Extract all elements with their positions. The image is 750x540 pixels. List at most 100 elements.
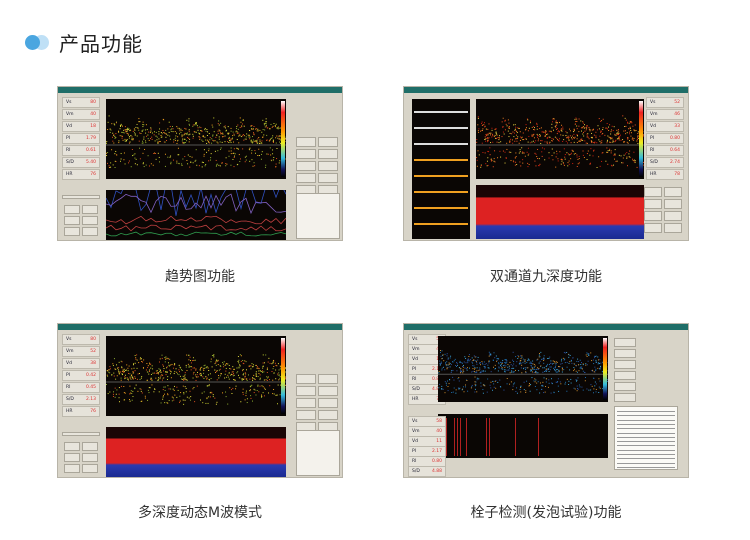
toolbar-button[interactable] <box>296 161 316 171</box>
toolbar-button[interactable] <box>614 382 636 391</box>
param-label: S/D <box>412 387 420 392</box>
toolbar-button[interactable] <box>82 205 98 214</box>
toolbar-button[interactable] <box>64 453 80 462</box>
emboli-event-table[interactable] <box>614 406 678 470</box>
toolbar-button[interactable] <box>64 442 80 451</box>
param-value: 5.40 <box>85 160 96 165</box>
param-vm: Vm 52 <box>62 346 100 357</box>
toolbar-button[interactable] <box>318 374 338 384</box>
toolbar-button[interactable] <box>296 149 316 159</box>
toolbar-button[interactable] <box>82 227 98 236</box>
toolbar-button[interactable] <box>64 227 80 236</box>
toolbar-button[interactable] <box>318 386 338 396</box>
toolbar-button[interactable] <box>318 410 338 420</box>
param-vm: Vm 40 <box>62 109 100 120</box>
toolbar-button[interactable] <box>664 187 682 197</box>
depth-trace <box>414 175 468 177</box>
param-label: Vm <box>412 429 420 434</box>
toolbar-button[interactable] <box>64 464 80 473</box>
toolbar-button[interactable] <box>318 149 338 159</box>
param-hr: HR 78 <box>646 169 684 180</box>
param-label: S/D <box>66 160 74 165</box>
toolbar-button[interactable] <box>644 223 662 233</box>
title-bar <box>404 324 688 330</box>
param-label: Vs <box>66 337 72 342</box>
color-scale-bar <box>281 101 285 177</box>
toolbar-button[interactable] <box>614 338 636 347</box>
toolbar-button[interactable] <box>82 464 98 473</box>
param-label: Vs <box>412 337 418 342</box>
color-scale-bar <box>639 101 643 177</box>
toolbar-button[interactable] <box>296 398 316 408</box>
doppler-spectrum <box>438 336 609 402</box>
screenshot-m-mode: Vs 80 Vm 52 Vd 38 PI 0.42 RI 0.45 S/D 2.13 HR 76 <box>57 323 343 478</box>
toolbar-button[interactable] <box>664 223 682 233</box>
toolbar-button[interactable] <box>644 199 662 209</box>
toolbar-button[interactable] <box>296 173 316 183</box>
toolbar-button[interactable] <box>296 374 316 384</box>
param-hr: HR 76 <box>62 406 100 417</box>
toolbar-button[interactable] <box>614 349 636 358</box>
table-row <box>617 454 675 455</box>
table-row <box>617 423 675 425</box>
toolbar-button[interactable] <box>318 137 338 147</box>
param-value: 58 <box>436 419 442 424</box>
trend-line <box>105 215 287 225</box>
doppler-waveform <box>106 354 287 405</box>
emboli-marker <box>538 418 539 456</box>
toolbar-button[interactable] <box>614 360 636 369</box>
param-label: Vm <box>412 347 420 352</box>
depth-slider[interactable] <box>62 432 100 436</box>
doppler-waveform <box>106 115 287 168</box>
table-row <box>617 445 675 447</box>
param-label: Vm <box>66 349 74 354</box>
toolbar-button[interactable] <box>614 371 636 380</box>
doppler-spectrum <box>106 99 287 179</box>
table-row <box>617 428 675 430</box>
depth-trace <box>414 159 468 161</box>
toolbar-button[interactable] <box>644 187 662 197</box>
trend-chart <box>105 181 287 240</box>
toolbar-button[interactable] <box>318 161 338 171</box>
title-bar <box>58 324 342 330</box>
param-label: Vd <box>412 439 418 444</box>
toolbar-button[interactable] <box>82 453 98 462</box>
depth-slider[interactable] <box>62 195 100 199</box>
param-value: 1.79 <box>85 136 96 141</box>
toolbar-button[interactable] <box>664 211 682 221</box>
param-value: 38 <box>90 361 96 366</box>
param-value: 0.45 <box>85 385 96 390</box>
toolbar-button[interactable] <box>296 386 316 396</box>
toolbar-button[interactable] <box>318 173 338 183</box>
table-row <box>617 415 675 417</box>
param-label: PI <box>412 367 417 372</box>
toolbar-button[interactable] <box>296 137 316 147</box>
toolbar-button[interactable] <box>664 199 682 209</box>
toolbar-button[interactable] <box>318 398 338 408</box>
table-row <box>617 436 675 438</box>
emboli-marker <box>446 418 447 456</box>
param-value: 0.61 <box>85 148 96 153</box>
depth-trace <box>414 143 468 145</box>
depth-list[interactable] <box>296 193 340 239</box>
toolbar-button[interactable] <box>296 410 316 420</box>
emboli-detection-display <box>438 414 608 458</box>
param-value: 52 <box>90 349 96 354</box>
toolbar-button[interactable] <box>82 442 98 451</box>
param-value: 80 <box>90 100 96 105</box>
toolbar-button[interactable] <box>64 216 80 225</box>
param-vs: Vs 80 <box>62 334 100 345</box>
param-label: PI <box>66 373 71 378</box>
param-value: 4.88 <box>431 387 442 392</box>
emboli-marker <box>457 418 458 456</box>
param-label: Vm <box>66 112 74 117</box>
param-label: PI <box>66 136 71 141</box>
param-value: 2.13 <box>85 397 96 402</box>
trend-line <box>105 231 287 237</box>
toolbar-button[interactable] <box>644 211 662 221</box>
toolbar-button[interactable] <box>82 216 98 225</box>
toolbar-button[interactable] <box>614 393 636 402</box>
param-label: Vs <box>66 100 72 105</box>
toolbar-button[interactable] <box>64 205 80 214</box>
depth-list[interactable] <box>296 430 340 476</box>
